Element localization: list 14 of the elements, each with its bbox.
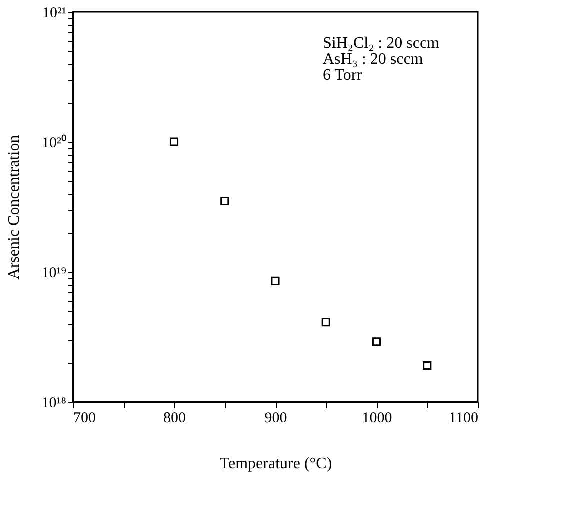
y-tick-label: 10¹⁹ (42, 266, 66, 282)
annotation: AsH₃ : 20 sccm (323, 51, 424, 68)
x-tick-label: 1100 (449, 410, 478, 426)
x-tick-label: 1000 (362, 410, 392, 426)
y-tick-label: 10¹⁸ (42, 396, 66, 412)
y-axis-title: Arsenic Concentration (6, 135, 23, 280)
y-tick-label: 10²⁰ (42, 134, 66, 152)
annotation: SiH₂Cl₂ : 20 sccm (323, 35, 440, 52)
y-tick-label: 10²¹ (42, 6, 66, 22)
annotation: 6 Torr (323, 67, 363, 84)
x-axis-title: Temperature (°C) (220, 456, 332, 472)
x-tick-label: 700 (74, 410, 96, 426)
x-tick-label: 800 (164, 410, 186, 426)
x-tick-label: 900 (264, 410, 288, 426)
